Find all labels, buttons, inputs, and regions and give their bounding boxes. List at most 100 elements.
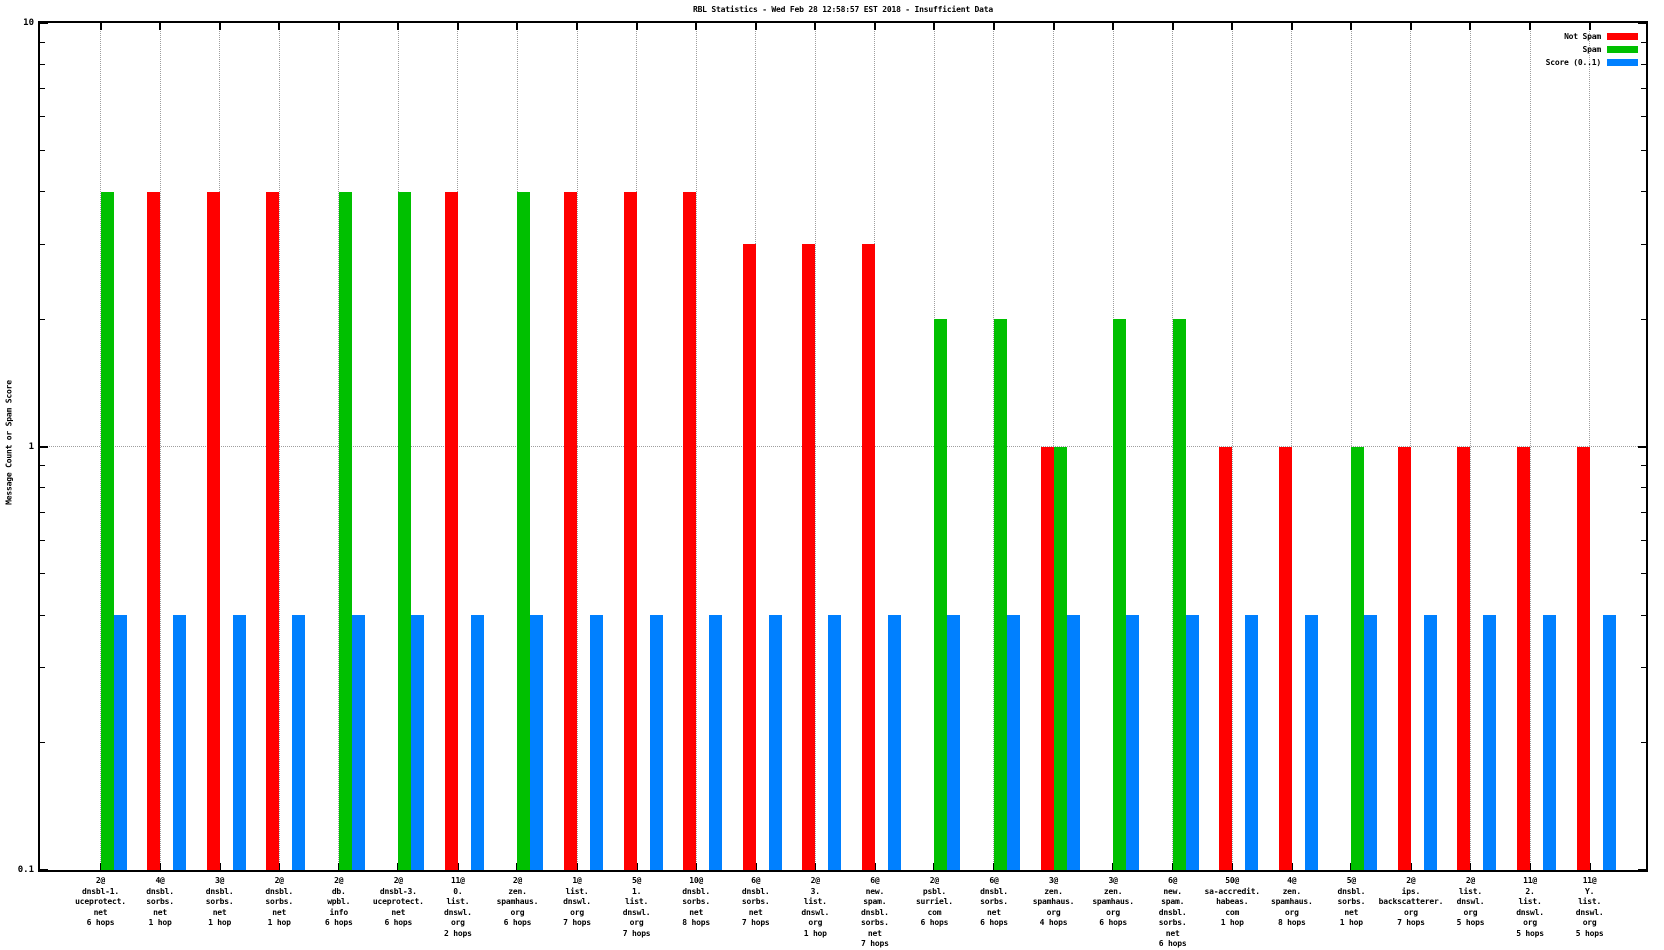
x-category-label-line: habeas. [1216,897,1249,906]
y-tick-minor-left [40,573,45,575]
bar-score-0-1 [947,615,961,870]
x-tick-top [1171,23,1174,30]
bar-score-0-1 [173,615,187,870]
x-tick-top [456,23,459,30]
x-category-label-line: net [93,907,108,917]
x-category-label-line: list. [565,886,589,896]
chart-title: RBL Statistics - Wed Feb 28 12:58:57 EST… [692,5,994,14]
bar-score-0-1 [768,615,782,870]
y-tick-minor-left [40,465,45,467]
x-category-label-line: 11@ [1582,876,1597,885]
bar-score-0-1 [649,615,663,870]
x-category-label-line: 6@ [1168,876,1178,885]
x-category-label-line: dnswl. [622,907,651,917]
x-category-label-line: dnsbl. [205,886,234,896]
y-tick-minor-right [1641,243,1646,245]
y-tick-minor-left [40,116,45,118]
bar-not-spam [1457,446,1471,870]
x-tick-top [1231,23,1234,30]
x-category-label-line: ips. [1401,886,1421,896]
x-category-label-line: net [212,907,227,917]
x-category-label: 11@ Y. list. dnswl. org 5 hops [1576,876,1604,939]
y-tick-major-right [1638,445,1646,448]
y-tick-minor-left [40,742,45,743]
x-category-label-line: 1 hop [208,918,232,927]
x-category-label-line: 2@ [95,876,106,885]
x-category-label-line: zen. [508,886,527,896]
x-category-label-line: org [450,918,465,927]
y-tick-minor-right [1641,149,1646,151]
legend-row: Score (0..1) [1200,56,1644,69]
x-category-label-line: 7 hops [622,928,651,938]
legend-swatch-1 [1607,46,1638,53]
y-tick-minor-right [1641,116,1646,118]
x-category-label-line: org [629,918,644,927]
x-category-label-line: sorbs. [980,897,1008,906]
y-tick-minor-right [1641,465,1646,467]
y-tick-minor-left [40,487,45,489]
y-tick-major-right [1638,869,1646,871]
x-category-label: 5@ 1. list. dnswl. org 7 hops [623,876,651,939]
x-category-label-line: spamhaus. [1271,897,1313,906]
x-category-label-line: spamhaus. [1092,897,1134,906]
x-category-label: 6@ new. spam. dnsbl. sorbs. net 7 hops [861,876,889,950]
bar-score-0-1 [887,615,901,870]
x-tick-bottom [695,863,698,870]
x-tick-top [278,23,281,30]
x-category-label-line: list. [803,897,827,906]
x-category-label-line: info [329,907,349,917]
x-category-label-line: 2@ [512,876,523,885]
x-category-label-line: sorbs. [682,897,710,906]
y-tick-minor-right [1641,487,1646,489]
x-tick-top [933,23,936,30]
x-category-label-line: 10@ [689,876,704,885]
x-category-label-line: 11@ [450,876,465,885]
x-category-label-line: org [1284,907,1299,917]
x-category-label-line: dnsbl. [682,886,710,896]
y-tick-minor-left [40,63,45,65]
x-category-label-line: zen. [1044,886,1063,896]
bar-score-0-1 [1423,615,1437,870]
x-category-label-line: 3. [810,886,820,896]
bar-spam [338,191,352,870]
bar-spam [517,191,531,870]
x-tick-top [1529,23,1532,30]
y-tick-minor-right [1641,318,1646,320]
bar-not-spam [1517,446,1531,870]
bar-spam [993,319,1007,870]
bar-score-0-1 [1006,615,1020,870]
x-tick-top [1409,23,1412,30]
bar-score-0-1 [709,615,723,870]
y-tick-minor-left [40,318,45,320]
x-tick-bottom [159,863,162,870]
x-category-label-line: net [748,907,763,917]
x-category-label-line: sorbs. [265,897,294,906]
x-tick-top [992,23,995,30]
x-category-label-line: spamhaus. [1032,897,1075,906]
x-category-label: 11@ 0. list. dnswl. org 2 hops [444,876,472,939]
x-category-label-line: psbl. [922,886,946,896]
x-category-label-line: dnsbl. [1337,886,1366,896]
x-category-label-line: net [153,907,167,917]
y-tick-major-left [40,445,48,448]
x-category-label-line: Y. [1585,886,1595,896]
x-category-label-line: dnsbl. [265,886,294,896]
x-category-label-line: uceprotect. [372,897,424,906]
bar-score-0-1 [1483,615,1497,870]
x-category-label-line: dnsbl. [980,886,1008,896]
x-category-label-line: 5@ [1346,876,1356,885]
x-category-label-line: 6 hops [1158,939,1187,948]
x-category-label-line: sorbs. [741,897,770,906]
x-category-label-line: 5@ [631,876,642,885]
x-category-label-line: com [927,907,942,917]
legend-label: Score (0..1) [1545,58,1602,67]
bar-spam [1113,319,1127,870]
x-category-label-line: list. [446,897,470,906]
bar-score-0-1 [1602,615,1616,870]
x-category-label: 3@ zen. spamhaus. org 4 hops [1033,876,1075,929]
x-category-label-line: 6@ [989,876,999,885]
x-category-label-line: org [1463,907,1478,917]
bar-spam [1172,319,1186,870]
bar-spam [1053,446,1067,870]
x-category-label-line: list. [1458,886,1483,896]
